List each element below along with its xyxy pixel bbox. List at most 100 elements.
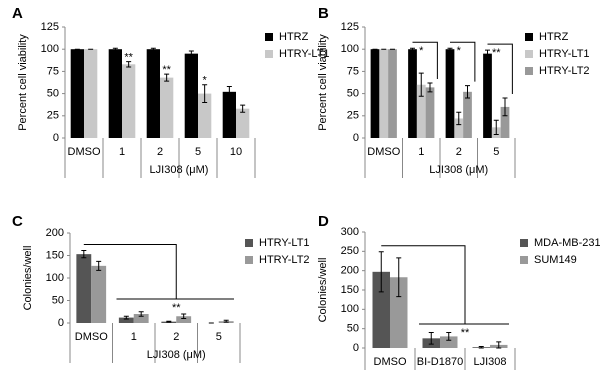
significance: * bbox=[203, 75, 208, 87]
y-tick-label: 125 bbox=[41, 21, 59, 33]
x-tick-label: 2 bbox=[157, 146, 163, 158]
x-tick-label: DMSO bbox=[367, 146, 400, 158]
bar bbox=[236, 108, 250, 138]
bar bbox=[118, 317, 134, 323]
y-tick-label: 150 bbox=[341, 284, 359, 296]
y-axis-label: Percent cell viability bbox=[17, 34, 29, 131]
bar bbox=[176, 316, 192, 323]
x-tick-label: 2 bbox=[173, 331, 179, 343]
legend-swatch bbox=[525, 33, 533, 41]
bar bbox=[454, 118, 464, 138]
legend-swatch bbox=[265, 50, 273, 58]
bar bbox=[70, 49, 84, 139]
x-tick-label: LJI308 bbox=[473, 356, 506, 368]
legend-swatch bbox=[265, 33, 273, 41]
significance: ** bbox=[124, 52, 133, 64]
error-bar bbox=[226, 85, 232, 98]
error-bar bbox=[138, 311, 144, 317]
y-axis-label: Colonies/well bbox=[22, 246, 34, 311]
error-bar bbox=[502, 97, 508, 117]
x-tick-label: BI-D1870 bbox=[417, 356, 463, 368]
significance: * bbox=[419, 45, 424, 57]
panel-letter: B bbox=[318, 5, 329, 22]
x-tick-label: DMSO bbox=[68, 146, 101, 158]
y-tick-label: 25 bbox=[47, 110, 59, 122]
legend-swatch bbox=[245, 256, 253, 264]
legend-label: HTRY-LT1 bbox=[279, 48, 330, 60]
error-bar bbox=[493, 119, 499, 135]
y-axis-label: Colonies/well bbox=[317, 258, 329, 323]
error-bar bbox=[428, 332, 434, 345]
legend-swatch bbox=[525, 50, 533, 58]
y-tick-label: 100 bbox=[46, 272, 64, 284]
legend-label: HTRY-LT1 bbox=[539, 48, 590, 60]
bar bbox=[390, 277, 408, 348]
error-bar bbox=[164, 73, 170, 82]
x-tick-label: 5 bbox=[216, 331, 222, 343]
error-bar bbox=[150, 47, 156, 51]
legend-label: HTRY-LT2 bbox=[539, 65, 590, 77]
error-bar bbox=[166, 320, 172, 323]
bar bbox=[133, 314, 149, 323]
x-tick-label: 2 bbox=[456, 146, 462, 158]
error-bar bbox=[126, 61, 132, 68]
bar bbox=[425, 87, 435, 138]
bar bbox=[440, 336, 458, 348]
legend-label: HTRZ bbox=[539, 31, 569, 43]
error-bar bbox=[240, 104, 246, 113]
significance: ** bbox=[492, 47, 501, 59]
significance-bracket bbox=[381, 245, 509, 325]
error-bar bbox=[478, 345, 484, 349]
bar bbox=[108, 49, 122, 139]
bar bbox=[84, 49, 98, 139]
legend-label: SUM149 bbox=[534, 254, 577, 266]
y-tick-label: 300 bbox=[341, 226, 359, 238]
x-tick-label: 1 bbox=[131, 331, 137, 343]
y-tick-label: 75 bbox=[347, 65, 359, 77]
y-tick-label: 50 bbox=[47, 88, 59, 100]
bar bbox=[388, 49, 397, 139]
y-axis-label: Percent cell viability bbox=[317, 34, 329, 131]
significance: ** bbox=[162, 64, 171, 76]
bar bbox=[416, 84, 426, 138]
legend-label: HTRY-LT2 bbox=[259, 254, 310, 266]
legend-label: HTRZ bbox=[279, 31, 309, 43]
bar bbox=[222, 91, 236, 138]
y-tick-label: 50 bbox=[347, 88, 359, 100]
x-tick-label: 1 bbox=[119, 146, 125, 158]
y-tick-label: 50 bbox=[347, 323, 359, 335]
significance-bracket bbox=[83, 244, 234, 300]
error-bar bbox=[456, 111, 462, 126]
panel-letter: C bbox=[12, 213, 23, 230]
y-tick-label: 250 bbox=[341, 245, 359, 257]
error-bar bbox=[465, 85, 470, 99]
significance: ** bbox=[172, 302, 181, 314]
bar bbox=[184, 53, 198, 138]
panel-letter: D bbox=[318, 213, 329, 230]
y-tick-label: 200 bbox=[341, 265, 359, 277]
error-bar bbox=[496, 341, 502, 349]
legend-swatch bbox=[245, 239, 253, 247]
error-bar bbox=[223, 319, 229, 323]
panel-letter: A bbox=[12, 5, 23, 22]
x-tick-label: 10 bbox=[230, 146, 242, 158]
y-tick-label: 100 bbox=[41, 43, 59, 55]
y-tick-label: 25 bbox=[347, 110, 359, 122]
x-tick-label: DMSO bbox=[374, 356, 407, 368]
x-tick-label: DMSO bbox=[75, 331, 108, 343]
error-bar bbox=[378, 251, 384, 293]
x-tick-label: 5 bbox=[493, 146, 499, 158]
error-bar bbox=[427, 82, 433, 93]
bar bbox=[370, 49, 380, 139]
bar bbox=[76, 254, 92, 323]
bar bbox=[146, 49, 160, 139]
legend-swatch bbox=[520, 239, 528, 247]
bar bbox=[408, 49, 417, 139]
y-tick-label: 200 bbox=[46, 227, 64, 239]
error-bar bbox=[410, 47, 415, 51]
bar bbox=[379, 49, 389, 139]
group-label: LJI308 (μM) bbox=[429, 164, 488, 176]
x-tick-label: 1 bbox=[418, 146, 424, 158]
error-bar bbox=[181, 313, 187, 319]
bar bbox=[91, 265, 107, 323]
